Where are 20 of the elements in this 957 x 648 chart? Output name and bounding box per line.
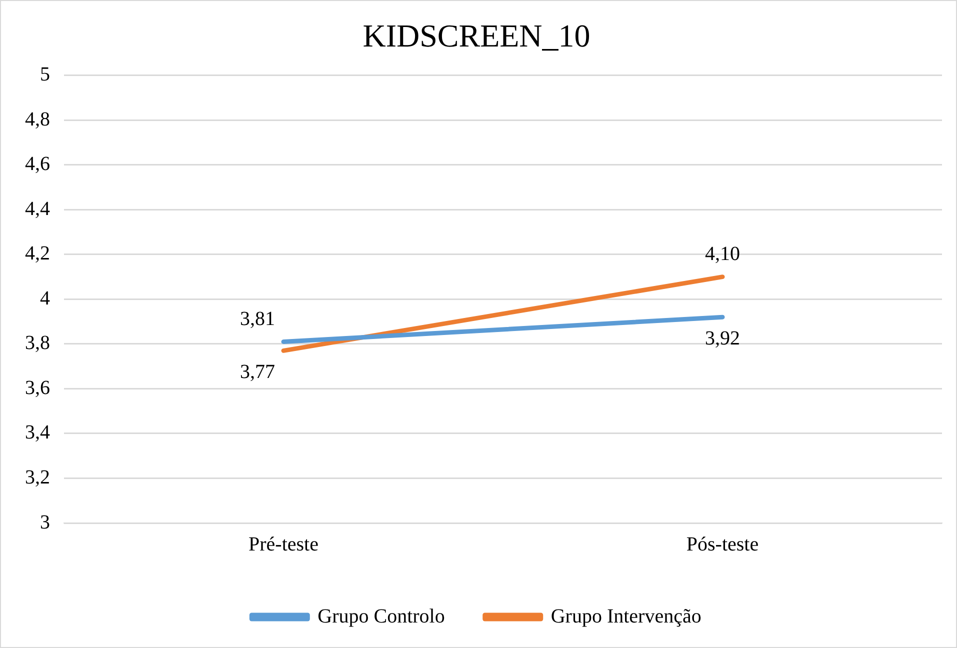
x-tick-label: Pré-teste	[248, 533, 319, 556]
y-tick-label: 4,2	[25, 242, 50, 265]
y-tick-label: 4,6	[25, 153, 50, 176]
data-label: 3,81	[240, 308, 275, 330]
x-tick-label: Pós-teste	[686, 533, 759, 556]
legend-label: Grupo Intervenção	[550, 605, 702, 628]
y-tick-label: 4	[40, 287, 50, 310]
y-tick-label: 3,6	[25, 376, 50, 399]
data-label: 3,92	[705, 327, 740, 350]
data-label: 4,10	[705, 243, 740, 266]
legend-label: Grupo Controlo	[318, 605, 445, 628]
y-tick-label: 3,2	[25, 466, 50, 488]
chart-title: KIDSCREEN_10	[362, 18, 590, 54]
y-tick-label: 3,8	[25, 332, 50, 354]
y-tick-label: 3	[40, 511, 50, 534]
y-tick-label: 4,4	[25, 198, 50, 220]
y-tick-label: 5	[40, 64, 50, 86]
y-tick-label: 4,8	[25, 108, 50, 130]
data-label: 3,77	[240, 360, 275, 383]
y-tick-label: 3,4	[25, 422, 50, 444]
